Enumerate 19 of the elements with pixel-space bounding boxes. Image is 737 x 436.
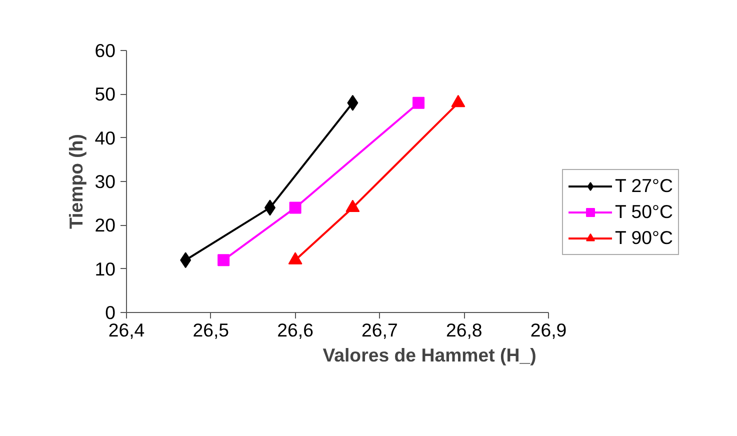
point [289, 202, 302, 214]
y-tick-label: 40 [94, 127, 116, 148]
y-tick-label: 60 [94, 40, 116, 61]
y-tick-label: 20 [94, 214, 116, 236]
x-tick-label: 26,5 [192, 320, 230, 340]
x-axis-title: Valores de Hammet (H_) [322, 344, 536, 366]
x-tick-label: 26,7 [362, 320, 398, 340]
x-tick-label: 26,9 [530, 320, 567, 340]
y-axis-title: Tiempo (h) [66, 134, 87, 229]
point [412, 96, 425, 109]
point [218, 254, 230, 266]
y-tick-label: 30 [94, 171, 116, 192]
legend-label: T 50°C [615, 201, 673, 223]
y-tick-label: 50 [94, 84, 116, 105]
y-tick-label: 10 [94, 258, 116, 280]
x-tick-label: 26,6 [277, 320, 314, 340]
legend-label: T 90°C [615, 227, 673, 249]
x-tick-label: 26,8 [446, 320, 482, 340]
legend-label: T 27°C [615, 175, 673, 197]
